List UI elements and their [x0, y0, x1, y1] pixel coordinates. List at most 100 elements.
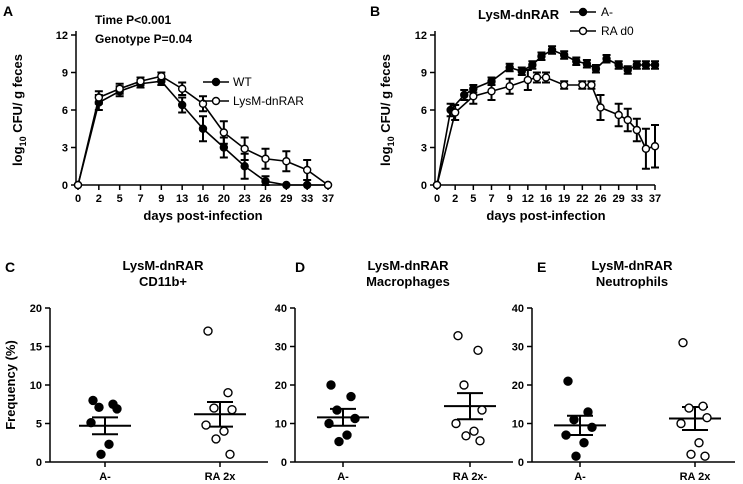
y-tick-label-B: 12	[415, 30, 427, 42]
chart-subtitle-C: CD11b+	[139, 274, 187, 289]
data-point-D	[453, 331, 463, 341]
y-tick-label-E: 40	[512, 303, 524, 315]
data-point-A-	[632, 60, 642, 70]
x-axis-label-A: days post-infection	[143, 208, 262, 223]
data-point-LysM-dnRAR	[282, 157, 291, 166]
data-point-A-	[559, 50, 569, 60]
data-point-E	[571, 451, 581, 461]
x-tick-label-B: 7	[488, 193, 494, 205]
panel-label-C: C	[5, 259, 15, 275]
y-tick-label-A: 12	[56, 30, 68, 42]
y-tick-label-D: 0	[281, 457, 287, 469]
data-point-D	[334, 436, 344, 447]
x-tick-label-A: 37	[322, 193, 334, 205]
legend-marker-A-	[578, 7, 588, 17]
data-point-D	[332, 405, 342, 415]
data-point-RA d0	[505, 82, 514, 91]
data-point-LysM-dnRAR	[157, 72, 166, 81]
data-point-E	[678, 337, 688, 348]
x-tick-label-B: 19	[558, 193, 570, 205]
data-point-C	[211, 434, 221, 444]
data-point-WT	[240, 162, 249, 171]
data-point-E	[676, 418, 686, 429]
x-tick-label-A: 7	[137, 193, 143, 205]
data-point-D	[350, 413, 360, 424]
data-point-E	[700, 451, 710, 461]
data-point-A-	[591, 64, 601, 73]
chart-title-E: LysM-dnRAR	[591, 258, 673, 273]
data-point-RA d0	[541, 73, 551, 82]
data-point-A-	[460, 90, 469, 100]
data-point-E	[579, 438, 589, 448]
data-point-RA d0	[596, 103, 605, 112]
x-tick-label-B: 5	[470, 193, 476, 205]
chart-subtitle-D: Macrophages	[366, 274, 450, 289]
x-tick-label-A: 23	[239, 193, 251, 205]
data-point-A-	[547, 45, 557, 55]
x-tick-label-A: 26	[259, 193, 271, 205]
data-point-E	[569, 414, 579, 425]
y-tick-label-E: 30	[512, 342, 524, 354]
y-tick-label-C: 20	[30, 303, 42, 315]
panel-label-E: E	[537, 259, 546, 275]
data-point-RA d0	[469, 92, 478, 101]
data-point-C	[209, 403, 219, 413]
x-tick-label-B: 29	[613, 193, 625, 205]
chart-subtitle-E: Neutrophils	[596, 274, 668, 289]
data-point-E	[694, 438, 704, 448]
data-point-D	[461, 431, 471, 441]
y-tick-label-B: 9	[421, 68, 427, 80]
data-point-E	[698, 401, 708, 411]
data-point-A-	[623, 65, 632, 75]
x-tick-label-A: 2	[96, 193, 102, 205]
legend-label-RA d0: RA d0	[601, 24, 634, 38]
y-tick-label-D: 30	[275, 342, 287, 354]
data-point-E	[702, 413, 712, 423]
y-tick-label-E: 20	[512, 380, 524, 392]
x-tick-label-B: 33	[631, 193, 643, 205]
x-tick-label-A: 13	[176, 193, 188, 205]
data-point-RA d0	[632, 125, 642, 135]
data-point-A-	[602, 54, 611, 63]
group-label-C: RA 2x	[205, 471, 237, 483]
group-label-E: RA 2x	[680, 471, 712, 483]
annotation-time: Time P<0.001	[95, 13, 171, 27]
panel-label-B: B	[370, 3, 380, 19]
y-tick-label-A: 9	[62, 68, 68, 80]
x-tick-label-B: 16	[540, 193, 552, 205]
y-tick-label-D: 20	[275, 380, 287, 392]
data-point-E	[686, 449, 696, 459]
data-point-C	[219, 426, 229, 436]
data-point-C	[201, 420, 211, 430]
x-tick-label-B: 2	[452, 193, 458, 205]
data-point-D	[469, 426, 479, 436]
data-point-WT	[302, 180, 312, 190]
legend-marker-WT	[211, 77, 221, 87]
data-point-RA d0	[432, 180, 442, 190]
data-point-RA d0	[450, 108, 460, 117]
group-label-C: A-	[99, 471, 111, 483]
data-point-A-	[650, 60, 660, 70]
data-point-C	[104, 439, 114, 449]
y-tick-label-E: 0	[518, 457, 524, 469]
y-tick-label-A: 3	[62, 143, 68, 155]
x-tick-label-B: 37	[649, 193, 661, 205]
data-point-RA d0	[487, 87, 496, 96]
data-point-E	[561, 430, 571, 440]
x-tick-label-B: 0	[434, 193, 440, 205]
x-tick-label-B: 12	[522, 193, 534, 205]
data-point-C	[227, 404, 237, 415]
legend-marker-RA d0	[578, 26, 588, 36]
data-point-LysM-dnRAR	[323, 180, 333, 190]
data-point-LysM-dnRAR	[240, 144, 249, 153]
data-point-RA d0	[559, 80, 569, 90]
data-point-RA d0	[578, 80, 587, 90]
x-tick-label-B: 26	[594, 193, 606, 205]
data-point-E	[583, 407, 593, 417]
data-point-C	[96, 449, 106, 459]
y-tick-label-A: 0	[62, 180, 68, 192]
data-point-A-	[537, 52, 546, 61]
data-point-D	[326, 380, 336, 390]
data-point-D	[477, 405, 487, 415]
x-tick-label-A: 0	[75, 193, 81, 205]
